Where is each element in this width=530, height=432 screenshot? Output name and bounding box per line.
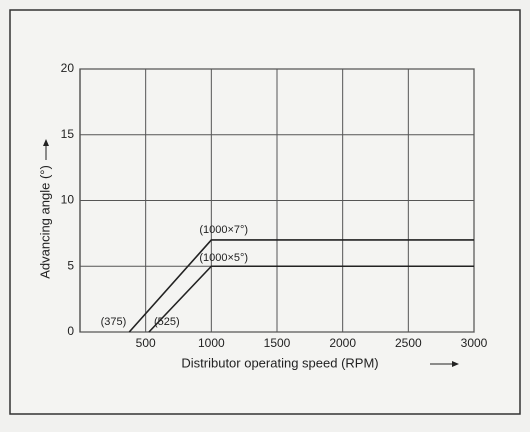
y-tick-label: 20 [61, 61, 75, 75]
annotation: (525) [154, 316, 180, 328]
annotation: (1000×7°) [199, 224, 248, 236]
x-axis-label: Distributor operating speed (RPM) [181, 355, 378, 370]
y-tick-label: 0 [67, 324, 74, 338]
y-tick-label: 10 [61, 193, 75, 207]
y-axis-label: Advancing angle (°) [37, 165, 52, 279]
x-tick-label: 3000 [461, 336, 488, 350]
y-tick-label: 5 [67, 258, 74, 272]
line [148, 265, 474, 333]
x-tick-label: 500 [136, 336, 156, 350]
x-tick-label: 1000 [198, 336, 225, 350]
line [128, 239, 474, 333]
x-tick-label: 1500 [264, 336, 291, 350]
y-arrow-head [43, 139, 49, 146]
annotation: (375) [101, 316, 127, 328]
frame [9, 9, 521, 415]
x-tick-label: 2500 [395, 336, 422, 350]
annotation: (1000×5°) [199, 252, 248, 264]
x-tick-label: 2000 [329, 336, 356, 350]
y-tick-label: 15 [61, 127, 75, 141]
x-arrow-head [452, 361, 459, 367]
